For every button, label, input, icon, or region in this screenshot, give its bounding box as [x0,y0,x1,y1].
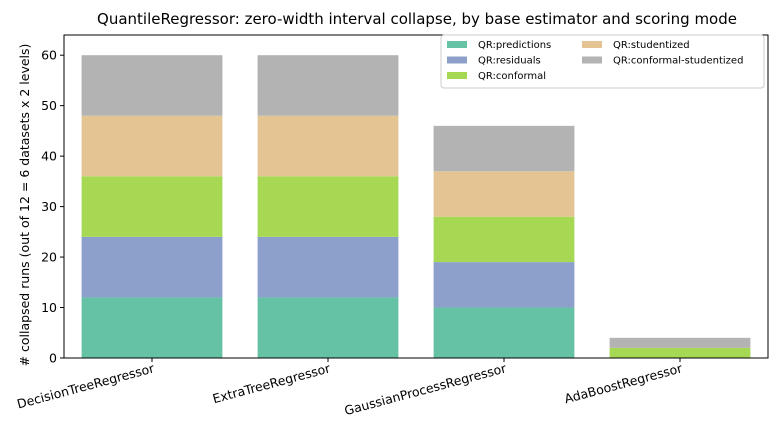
bar-DecisionTreeRegressor-QR:conformal [81,176,223,237]
y-tick-label: 20 [41,250,57,265]
chart-title: QuantileRegressor: zero-width interval c… [97,10,737,28]
y-axis-label: # collapsed runs (out of 12 = 6 datasets… [17,44,32,367]
legend-label: QR:conformal-studentized [613,56,743,67]
bar-GaussianProcessRegressor-QR:conformal [433,216,575,263]
legend-swatch [447,72,467,79]
bar-GaussianProcessRegressor-QR:residuals [433,262,575,308]
y-tick-label: 60 [41,48,57,63]
bar-DecisionTreeRegressor-QR:conformal-studentized [81,55,223,116]
bars-group [81,55,751,358]
bar-GaussianProcessRegressor-QR:conformal-studentized [433,125,575,172]
legend-swatch [447,56,467,64]
y-tick-label: 30 [41,199,57,214]
legend-swatch [582,56,602,64]
legend-box [440,34,765,89]
y-tick-label: 10 [41,300,57,315]
x-tick-label: ExtraTreeRegressor [211,360,333,406]
legend-label: QR:residuals [478,56,541,67]
bar-AdaBoostRegressor-QR:conformal [609,347,751,358]
bar-ExtraTreeRegressor-QR:residuals [257,236,399,298]
x-tick-label: AdaBoostRegressor [563,360,685,406]
bar-DecisionTreeRegressor-QR:studentized [81,115,223,177]
bar-AdaBoostRegressor-QR:conformal-studentized [609,337,751,348]
y-tick-label: 40 [41,149,57,164]
plot-frame [63,34,769,359]
bar-GaussianProcessRegressor-QR:studentized [433,171,575,217]
y-tick-label: 50 [41,98,57,113]
bar-ExtraTreeRegressor-QR:conformal-studentized [257,55,399,116]
x-tick-label: GaussianProcessRegressor [343,360,509,418]
legend: QR:predictions QR:residuals QR:conformal QR… [440,34,765,89]
bar-GaussianProcessRegressor-QR:predictions [433,307,575,358]
bar-DecisionTreeRegressor-QR:predictions [81,297,223,358]
legend-swatch [447,41,467,48]
x-tick-label: DecisionTreeRegressor [15,360,156,411]
bar-DecisionTreeRegressor-QR:residuals [81,236,223,298]
legend-label: QR:predictions [478,40,551,51]
bar-ExtraTreeRegressor-QR:studentized [257,115,399,177]
y-tick-label: 0 [49,351,57,366]
legend-swatch [582,41,602,48]
legend-label: QR:studentized [613,40,690,51]
bar-ExtraTreeRegressor-QR:predictions [257,297,399,358]
legend-label: QR:conformal [478,71,546,82]
bar-ExtraTreeRegressor-QR:conformal [257,176,399,237]
